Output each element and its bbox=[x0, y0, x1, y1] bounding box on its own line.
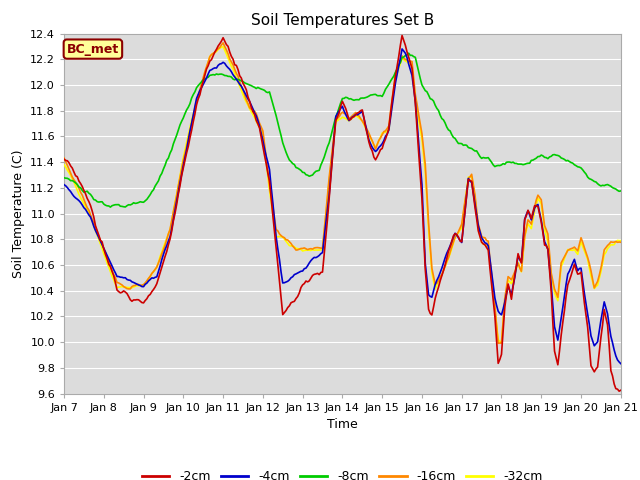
Title: Soil Temperatures Set B: Soil Temperatures Set B bbox=[251, 13, 434, 28]
X-axis label: Time: Time bbox=[327, 418, 358, 431]
Legend: -2cm, -4cm, -8cm, -16cm, -32cm: -2cm, -4cm, -8cm, -16cm, -32cm bbox=[137, 465, 548, 480]
Text: BC_met: BC_met bbox=[67, 43, 119, 56]
Y-axis label: Soil Temperature (C): Soil Temperature (C) bbox=[12, 149, 24, 278]
